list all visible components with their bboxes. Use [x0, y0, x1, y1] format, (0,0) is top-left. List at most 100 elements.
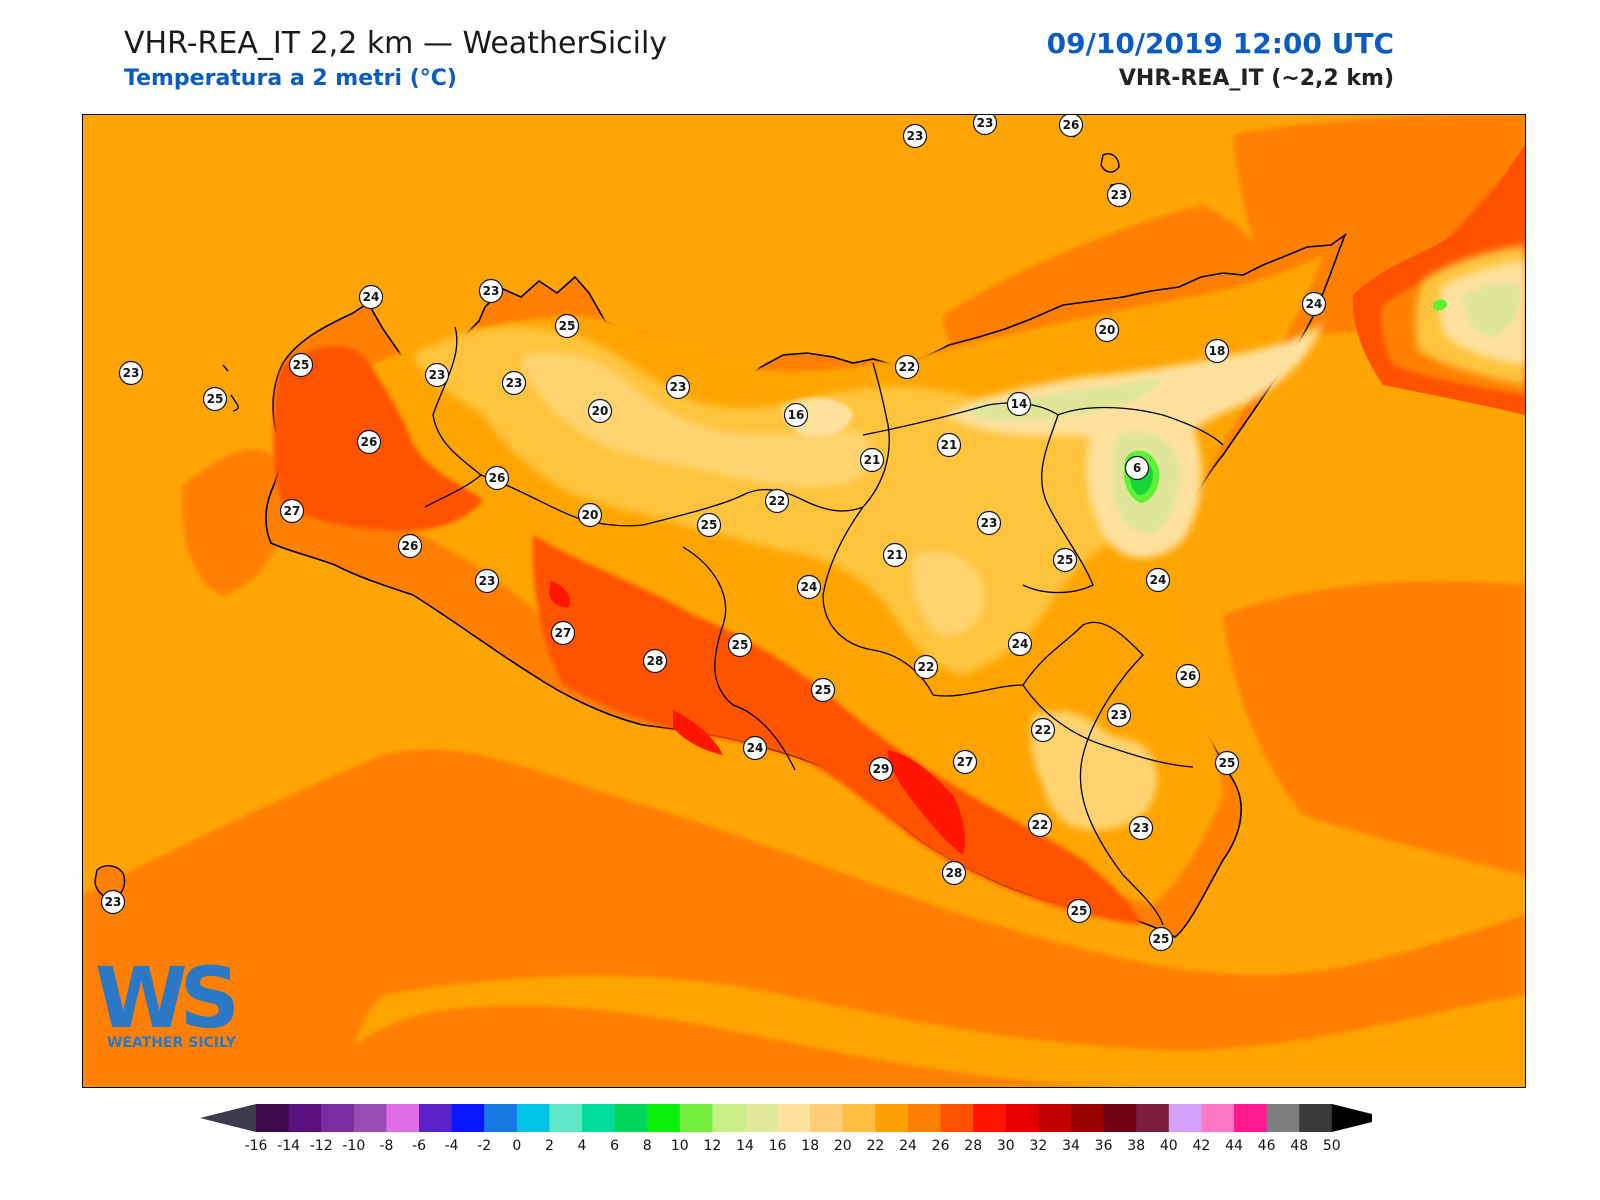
station-circle [577, 502, 603, 528]
colorbar-tick-label: -8 [379, 1138, 393, 1154]
station-value: 24 [1150, 573, 1167, 587]
station-value: 23 [670, 380, 687, 394]
station-value: 23 [1133, 821, 1150, 835]
station-marker: 20 [577, 502, 603, 528]
colorbar-swatch [777, 1104, 811, 1132]
station-marker: 27 [952, 749, 978, 775]
colorbar-tick-label: -10 [342, 1138, 365, 1154]
colorbar-swatch [1168, 1104, 1202, 1132]
station-value: 27 [957, 755, 974, 769]
colorbar-swatch [875, 1104, 909, 1132]
station-marker: 24 [1301, 291, 1327, 317]
colorbar-swatch [353, 1104, 387, 1132]
station-circle [764, 488, 790, 514]
station-marker: 25 [1066, 898, 1092, 924]
province-border-rg-sr [1022, 621, 1164, 926]
station-circle [913, 654, 939, 680]
colorbar-swatch [516, 1104, 550, 1132]
colorbar-swatch [842, 1104, 876, 1132]
station-marker: 23 [972, 115, 998, 136]
station-circle [550, 620, 576, 646]
station-marker: 22 [913, 654, 939, 680]
station-value: 23 [483, 284, 500, 298]
station-value: 20 [592, 404, 609, 418]
station-marker: 26 [397, 533, 423, 559]
station-circle [859, 447, 885, 473]
station-marker: 29 [868, 756, 894, 782]
iblei-20 [1041, 736, 1158, 831]
station-value: 25 [701, 518, 718, 532]
station-marker: 24 [1007, 631, 1033, 657]
station-circle [279, 498, 305, 524]
station-marker: 20 [587, 398, 613, 424]
station-value: 23 [429, 368, 446, 382]
colorbar-swatch [1103, 1104, 1137, 1132]
colorbar-swatch [1299, 1104, 1333, 1132]
colorbar-tick-label: 8 [643, 1138, 652, 1154]
station-marker: 23 [1128, 815, 1154, 841]
colorbar-tick-label: -16 [245, 1138, 268, 1154]
station-circle [665, 374, 691, 400]
station-circle [501, 370, 527, 396]
colorbar-swatch [614, 1104, 648, 1132]
colorbar-swatch [745, 1104, 779, 1132]
station-circle [894, 354, 920, 380]
station-circle [936, 432, 962, 458]
station-value: 26 [489, 471, 506, 485]
station-circle [478, 278, 504, 304]
station-circle [1052, 547, 1078, 573]
station-value: 23 [907, 129, 924, 143]
station-circle [118, 360, 144, 386]
station-marker: 22 [894, 354, 920, 380]
station-value: 25 [1071, 904, 1088, 918]
station-circle [1148, 926, 1174, 952]
station-value: 24 [801, 580, 818, 594]
station-circle [358, 284, 384, 310]
colorbar-tick-label: 16 [769, 1138, 787, 1154]
station-value: 23 [981, 516, 998, 530]
station-circle [1106, 182, 1132, 208]
colorbar-swatch [1005, 1104, 1039, 1132]
station-value: 26 [1063, 118, 1080, 132]
station-marker: 25 [810, 677, 836, 703]
station-marker: 16 [783, 402, 809, 428]
station-value: 25 [815, 683, 832, 697]
colorbar-tick-label: 42 [1192, 1138, 1210, 1154]
station-value: 24 [1306, 297, 1323, 311]
station-value: 29 [873, 762, 890, 776]
station-circle [554, 313, 580, 339]
sea-warm-west [182, 449, 285, 595]
station-marker: 25 [288, 352, 314, 378]
province-borders [424, 326, 1224, 926]
station-circle [742, 735, 768, 761]
station-marker: 14 [1006, 391, 1032, 417]
station-value: 20 [582, 508, 599, 522]
colorbar-tick-label: 2 [545, 1138, 554, 1154]
station-value: 22 [1032, 818, 1049, 832]
station-circle [696, 512, 722, 538]
station-circle [1204, 338, 1230, 364]
colorbar-tick-label: 6 [610, 1138, 619, 1154]
colorbar-swatch [712, 1104, 746, 1132]
map-canvas: 23 23 26 23 24 23 25 23 23 25 26 25 23 20 23 16 22 20 18 24… [83, 115, 1525, 1087]
station-value: 25 [559, 319, 576, 333]
colorbar-under-arrow [200, 1104, 256, 1132]
station-value: 22 [899, 360, 916, 374]
station-circle [484, 465, 510, 491]
station-value: 6 [1133, 461, 1141, 475]
station-marker: 27 [279, 498, 305, 524]
egadi-island [222, 364, 239, 412]
station-marker: 25 [1052, 547, 1078, 573]
province-border-pa-cl [642, 488, 864, 526]
colorbar-tick-label: 12 [703, 1138, 721, 1154]
temperature-map[interactable]: 23 23 26 23 24 23 25 23 23 25 26 25 23 20 23 16 22 20 18 24… [82, 114, 1526, 1088]
station-marker: 22 [764, 488, 790, 514]
station-circle [1145, 567, 1171, 593]
station-marker: 23 [1106, 702, 1132, 728]
station-circle [587, 398, 613, 424]
station-value: 26 [402, 539, 419, 553]
station-value: 16 [788, 408, 805, 422]
station-value: 25 [1153, 932, 1170, 946]
station-marker: 23 [1106, 182, 1132, 208]
station-marker: 6 [1124, 455, 1150, 481]
